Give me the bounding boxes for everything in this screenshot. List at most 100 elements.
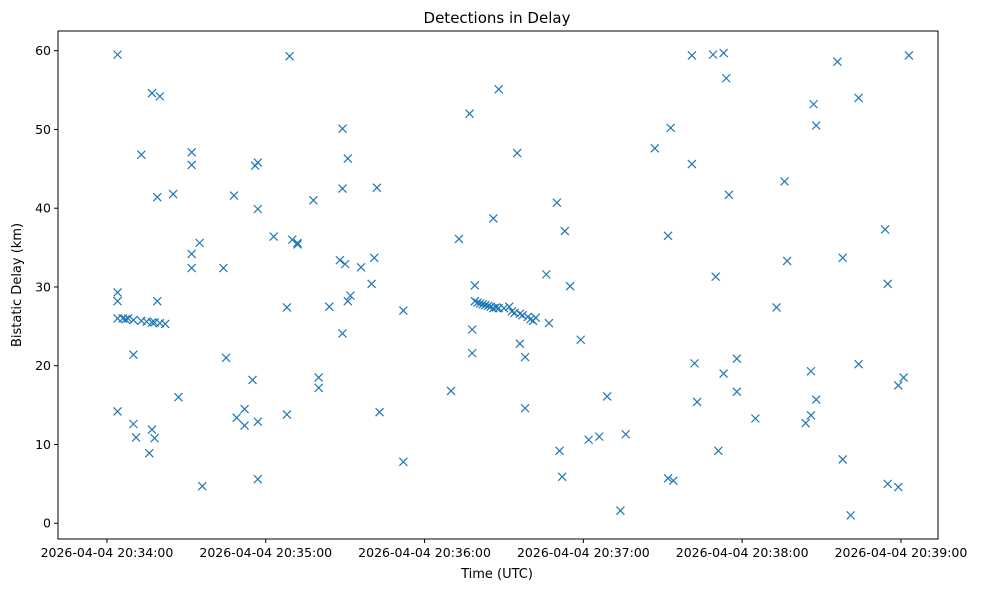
data-point — [248, 375, 257, 385]
data-point — [481, 300, 490, 310]
data-point — [338, 329, 347, 338]
data-point — [136, 150, 146, 160]
data-point — [308, 195, 318, 205]
data-point — [552, 198, 562, 208]
data-point — [398, 306, 408, 316]
data-point — [282, 303, 292, 312]
data-point — [507, 306, 517, 316]
data-point — [168, 189, 178, 199]
data-point — [147, 88, 157, 98]
data-point — [621, 429, 631, 439]
data-point — [144, 448, 154, 458]
data-point — [195, 238, 205, 248]
data-point — [494, 84, 504, 94]
data-point — [854, 359, 864, 369]
data-point — [782, 256, 792, 266]
data-points — [113, 48, 914, 520]
data-point — [663, 231, 673, 241]
x-axis-label: Time (UTC) — [460, 567, 533, 582]
data-point — [160, 319, 170, 329]
data-point — [520, 352, 530, 362]
data-point — [515, 339, 525, 349]
data-point — [666, 123, 676, 133]
data-point — [253, 204, 263, 214]
data-point — [240, 421, 250, 431]
data-point — [806, 366, 816, 376]
data-point — [602, 392, 612, 401]
data-point — [467, 348, 477, 358]
data-point — [187, 160, 197, 170]
data-point — [147, 425, 157, 434]
data-point — [541, 269, 551, 279]
data-point — [904, 50, 914, 60]
x-tick-label: 2026-04-04 20:38:00 — [676, 545, 809, 560]
data-point — [811, 121, 821, 130]
data-point — [713, 446, 723, 456]
y-axis-label: Bistatic Delay (km) — [10, 223, 25, 347]
plot-frame — [57, 30, 939, 540]
data-point — [555, 446, 564, 456]
data-point — [520, 403, 530, 413]
data-point — [197, 481, 207, 491]
data-point — [129, 350, 138, 360]
data-point — [187, 249, 197, 259]
chart-title: Detections in Delay — [424, 9, 571, 27]
data-point — [340, 259, 350, 269]
data-point — [338, 124, 347, 134]
data-point — [356, 262, 366, 272]
data-point — [343, 296, 353, 306]
data-point — [846, 510, 856, 520]
data-point — [518, 310, 527, 320]
data-point — [687, 159, 697, 169]
data-point — [772, 303, 781, 312]
data-point — [465, 109, 474, 119]
data-point — [335, 255, 345, 265]
data-point — [668, 476, 678, 486]
data-point — [221, 353, 231, 363]
data-point — [372, 183, 382, 193]
data-point — [809, 99, 819, 109]
y-tick-label: 20 — [35, 358, 51, 373]
data-point — [338, 184, 347, 193]
data-point — [155, 91, 165, 101]
data-point — [512, 148, 522, 158]
data-point — [446, 386, 456, 396]
data-point — [113, 288, 122, 297]
x-tick-label: 2026-04-04 20:34:00 — [41, 545, 174, 560]
data-point — [253, 158, 263, 167]
data-point — [899, 373, 909, 382]
data-point — [282, 410, 292, 419]
data-point — [293, 238, 302, 248]
data-point — [499, 303, 509, 313]
data-point — [719, 48, 729, 58]
data-point — [324, 302, 334, 312]
data-point — [187, 147, 197, 157]
data-point — [708, 50, 718, 60]
data-point — [293, 240, 302, 249]
data-point — [269, 232, 279, 241]
data-point — [314, 383, 324, 393]
data-point — [113, 406, 122, 416]
data-point — [780, 177, 789, 186]
data-point — [833, 57, 842, 67]
data-point — [515, 309, 525, 319]
data-point — [121, 314, 130, 324]
data-point — [880, 225, 890, 234]
y-tick-label: 30 — [35, 279, 51, 294]
x-tick-label: 2026-04-04 20:37:00 — [517, 545, 650, 560]
data-point — [883, 279, 893, 289]
data-point — [343, 154, 353, 164]
data-point — [663, 473, 673, 483]
data-point — [483, 301, 493, 311]
data-point — [129, 419, 138, 429]
x-tick-label: 2026-04-04 20:39:00 — [835, 545, 968, 560]
data-point — [173, 392, 183, 402]
y-tick-label: 10 — [35, 437, 51, 452]
data-point — [232, 413, 242, 423]
data-point — [838, 253, 848, 263]
data-point — [240, 404, 250, 414]
x-tick-label: 2026-04-04 20:35:00 — [199, 545, 332, 560]
data-point — [560, 226, 570, 236]
data-point — [470, 280, 480, 290]
data-point — [491, 303, 501, 312]
